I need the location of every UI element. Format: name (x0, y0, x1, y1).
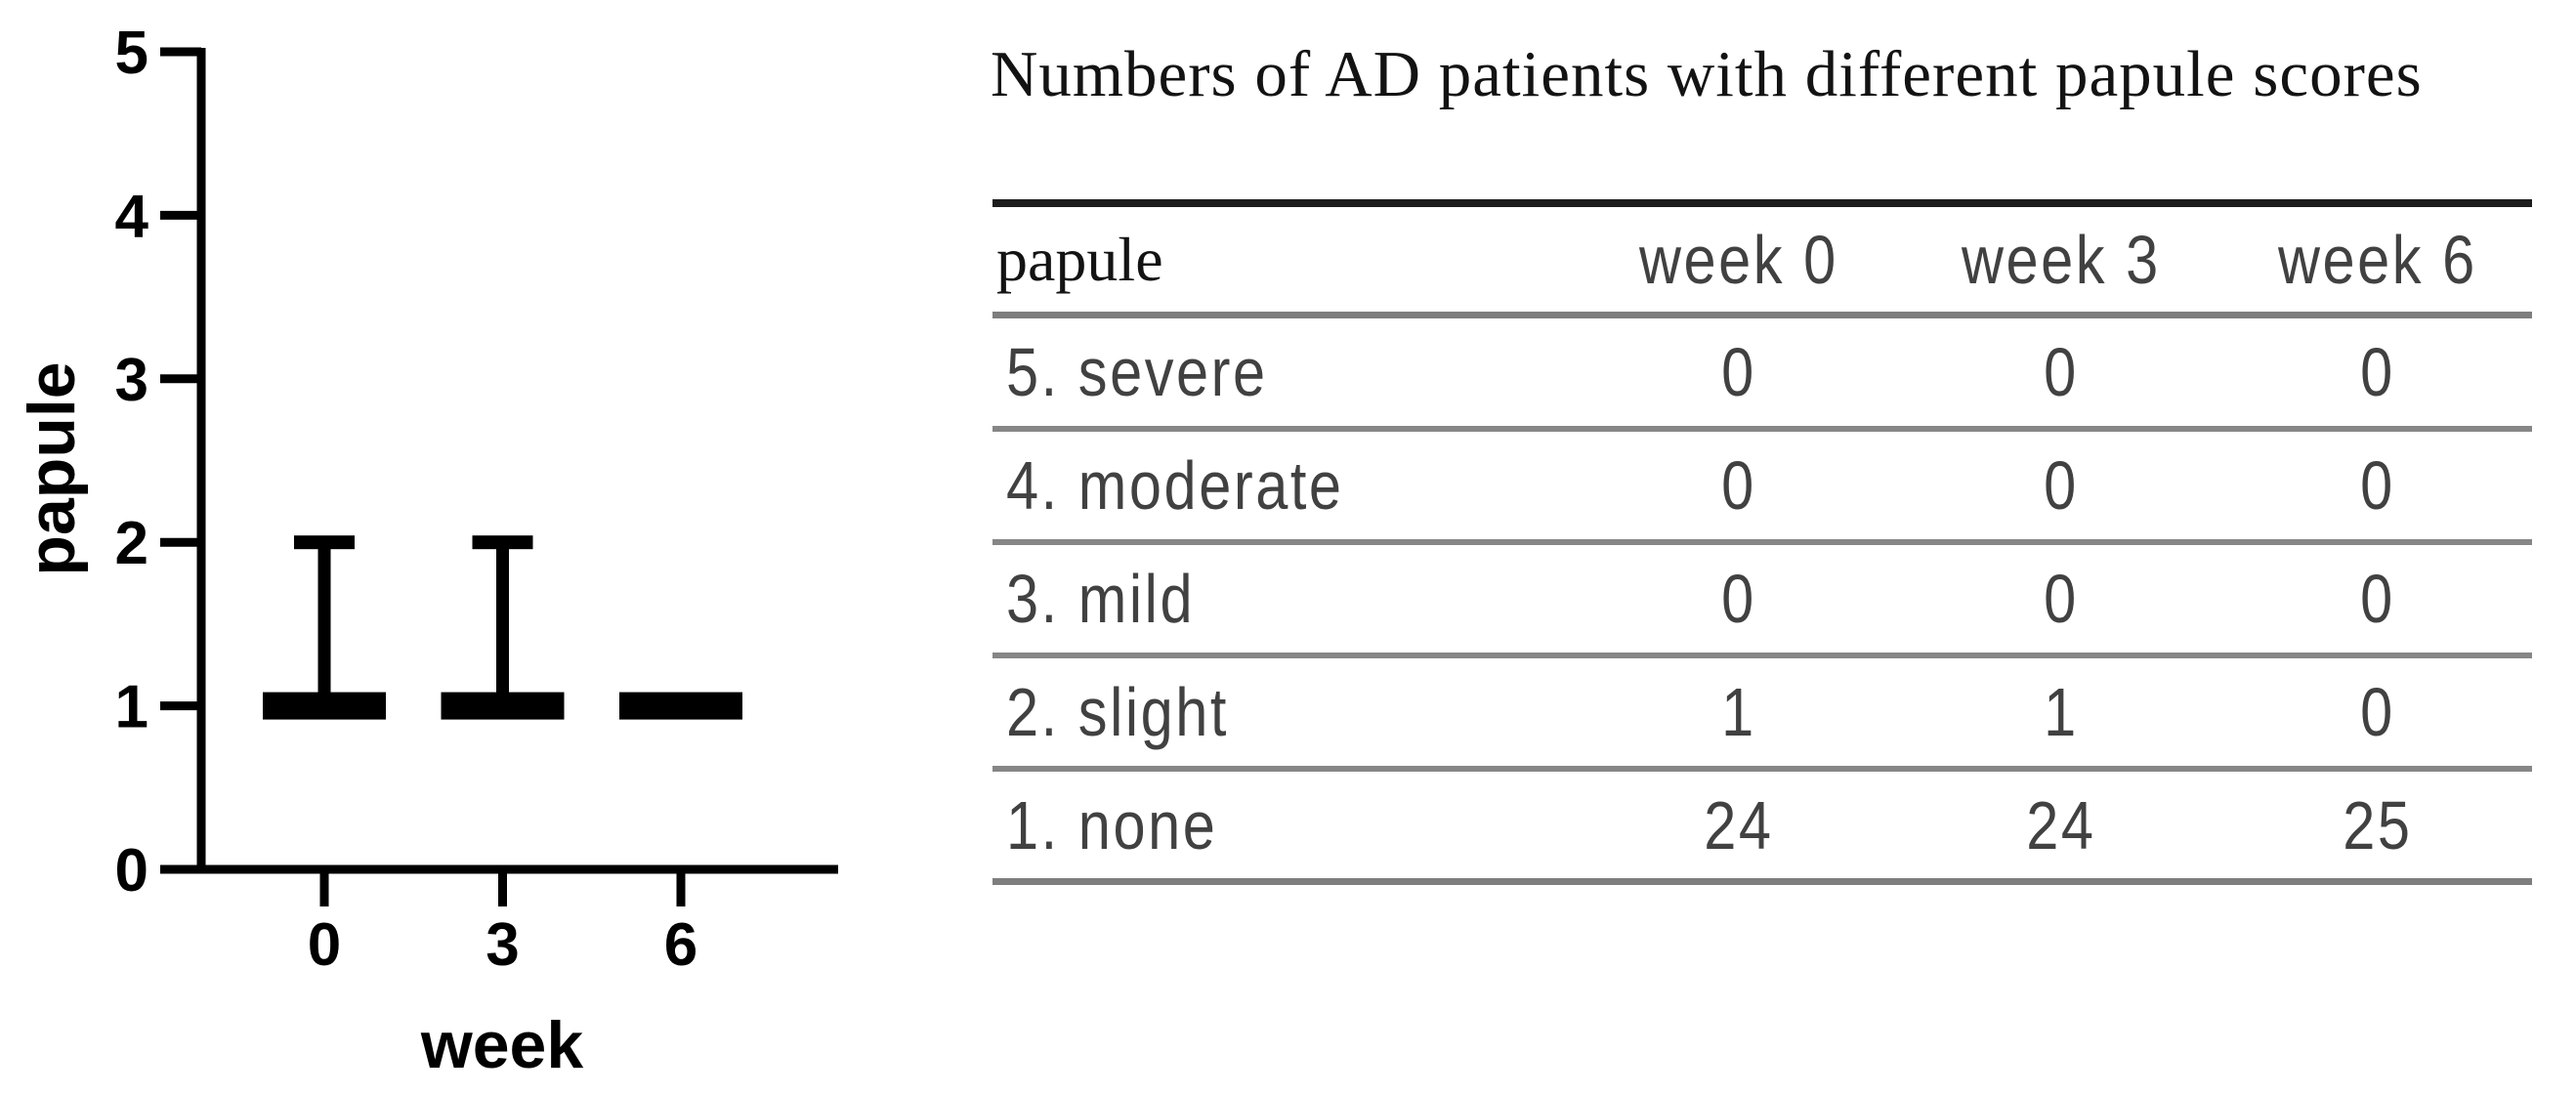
col-header-week-3-label: week 3 (1962, 221, 2161, 298)
table-title: Numbers of AD patients with different pa… (991, 38, 2423, 110)
cell-value: 0 (1900, 333, 2222, 411)
cell-value: 0 (1578, 560, 1900, 638)
cell-value-text: 0 (1721, 447, 1756, 524)
row-label: 3. mild (992, 560, 1578, 638)
row-label: 5. severe (992, 333, 1578, 411)
cell-value-text: 24 (1704, 786, 1774, 863)
cell-value: 0 (1578, 333, 1900, 411)
cell-value-text: 0 (1721, 334, 1756, 410)
row-label-text: 2. slight (1006, 674, 1230, 750)
y-axis-title: papule (15, 361, 89, 575)
x-tick-label: 3 (486, 911, 519, 979)
cell-value-text: 0 (1721, 561, 1756, 637)
col-header-week-6-label: week 6 (2277, 221, 2477, 298)
col-header-week-6: week 6 (2222, 221, 2532, 299)
cell-value-text: 0 (2359, 674, 2395, 750)
papule-chart: 0 1 2 3 4 5 0 3 6 papule week (15, 20, 838, 1082)
table-row-severe: 5. severe 0 0 0 (992, 318, 2532, 432)
cell-value-text: 0 (2044, 447, 2079, 524)
x-tick-label: 6 (664, 911, 697, 979)
table-row-slight: 2. slight 1 1 0 (992, 658, 2532, 772)
row-label: 2. slight (992, 673, 1578, 751)
cell-value-text: 0 (2359, 561, 2395, 637)
median-bar (441, 692, 565, 720)
y-tick-label: 3 (115, 347, 148, 414)
col-header-papule: papule (992, 224, 1578, 296)
y-tick-label: 4 (115, 183, 149, 250)
row-label-text: 1. none (1006, 786, 1218, 863)
table-header-row: papule week 0 week 3 week 6 (992, 207, 2532, 318)
row-label: 1. none (992, 786, 1578, 864)
cell-value-text: 24 (2026, 786, 2096, 863)
error-bar-cap (472, 535, 533, 550)
papule-table: papule week 0 week 3 week 6 5. severe 0 … (992, 199, 2532, 885)
row-label: 4. moderate (992, 446, 1578, 525)
cell-value: 0 (2222, 446, 2532, 525)
cell-value: 1 (1900, 673, 2222, 751)
cell-value: 0 (2222, 333, 2532, 411)
row-label-text: 3. mild (1006, 561, 1196, 637)
cell-value-text: 1 (1721, 674, 1756, 750)
cell-value: 24 (1900, 786, 2222, 864)
col-header-week-0-label: week 0 (1639, 221, 1838, 298)
y-tick-label: 2 (115, 510, 148, 577)
median-bar (619, 692, 742, 720)
cell-value: 1 (1578, 673, 1900, 751)
row-label-text: 4. moderate (1006, 447, 1344, 524)
col-header-week-0: week 0 (1578, 221, 1900, 299)
y-tick-label: 5 (115, 20, 148, 87)
col-header-week-3: week 3 (1900, 221, 2222, 299)
error-bar-cap (294, 535, 355, 550)
cell-value: 24 (1578, 786, 1900, 864)
x-tick-label: 0 (308, 911, 341, 979)
col-header-papule-label: papule (996, 224, 1163, 294)
cell-value: 0 (2222, 673, 2532, 751)
cell-value: 0 (1900, 560, 2222, 638)
table-row-mild: 3. mild 0 0 0 (992, 545, 2532, 658)
error-bar-stem (317, 542, 331, 706)
cell-value: 0 (2222, 560, 2532, 638)
cell-value-text: 0 (2359, 447, 2395, 524)
cell-value-text: 25 (2342, 786, 2413, 863)
cell-value-text: 1 (2044, 674, 2079, 750)
y-tick-label: 1 (115, 674, 148, 741)
cell-value-text: 0 (2359, 334, 2395, 410)
x-axis-title: week (420, 1008, 584, 1082)
cell-value: 25 (2222, 786, 2532, 864)
error-bar-stem (496, 542, 509, 706)
cell-value-text: 0 (2044, 561, 2079, 637)
table-row-none: 1. none 24 24 25 (992, 772, 2532, 885)
cell-value-text: 0 (2044, 334, 2079, 410)
cell-value: 0 (1900, 446, 2222, 525)
cell-value: 0 (1578, 446, 1900, 525)
y-tick-label: 0 (115, 837, 148, 905)
median-bar (263, 692, 386, 720)
row-label-text: 5. severe (1006, 334, 1268, 410)
table-row-moderate: 4. moderate 0 0 0 (992, 432, 2532, 545)
